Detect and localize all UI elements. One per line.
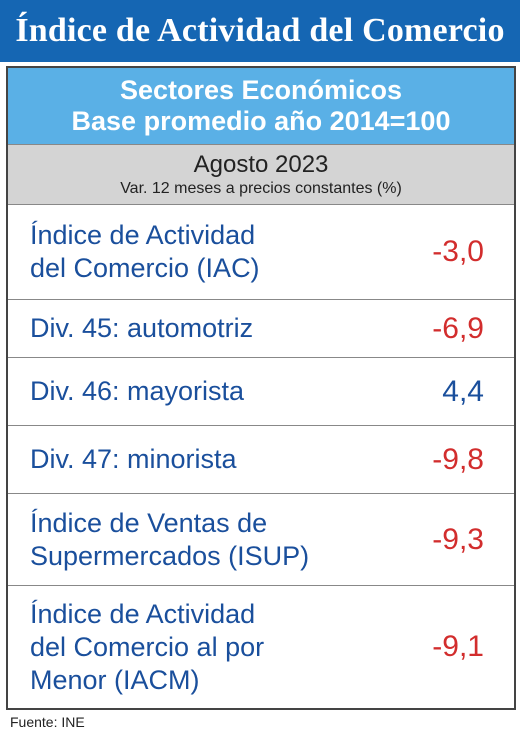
row-value: -3,0	[432, 235, 484, 268]
source-note: Fuente: INE	[10, 714, 85, 730]
indicator-table: Sectores Económicos Base promedio año 20…	[6, 66, 516, 710]
row-value: 4,4	[442, 374, 484, 408]
row-label: Div. 45: automotriz	[30, 312, 253, 345]
row-label-line: Div. 45: automotriz	[30, 313, 254, 343]
row-label-line: Índice de Ventas de	[30, 507, 268, 538]
row-label: Div. 46: mayorista	[30, 375, 244, 408]
table-row: Div. 46: mayorista 4,4	[8, 358, 514, 426]
row-label-line: del Comercio al por	[30, 631, 265, 662]
row-label-line: Menor (IACM)	[30, 664, 200, 695]
table-subheader: Sectores Económicos Base promedio año 20…	[8, 68, 514, 145]
row-label-line: Supermercados (ISUP)	[30, 540, 310, 571]
row-label-line: Div. 46: mayorista	[30, 376, 245, 406]
subheader-line-1: Sectores Económicos	[119, 75, 403, 105]
table-row: Índice de Actividad del Comercio al por …	[8, 586, 514, 708]
row-value: -9,8	[432, 442, 484, 476]
page-title: Índice de Actividad del Comercio	[15, 12, 505, 49]
table-row: Div. 47: minorista -9,8	[8, 426, 514, 494]
row-label-line: del Comercio (IAC)	[30, 253, 260, 283]
row-label-line: Índice de Actividad	[30, 598, 256, 629]
period-note: Var. 12 meses a precios constantes (%)	[120, 179, 402, 197]
row-label: Div. 47: minorista	[30, 443, 237, 476]
row-value: -9,3	[432, 522, 484, 556]
row-value: -6,9	[432, 311, 484, 345]
row-label: Índice de Actividad del Comercio al por …	[30, 598, 264, 697]
period-header: Agosto 2023 Var. 12 meses a precios cons…	[8, 145, 514, 205]
row-label-line: Div. 47: minorista	[30, 444, 237, 474]
subheader-line-2: Base promedio año 2014=100	[71, 106, 451, 136]
period-month: Agosto 2023	[193, 150, 329, 178]
table-row: Índice de Actividad del Comercio (IAC) -…	[8, 205, 514, 300]
indicator-rows: Índice de Actividad del Comercio (IAC) -…	[8, 205, 514, 708]
title-bar: Índice de Actividad del Comercio	[0, 0, 520, 62]
row-label-line: Índice de Actividad	[30, 220, 256, 250]
row-label: Índice de Actividad del Comercio (IAC)	[30, 219, 260, 285]
row-label: Índice de Ventas de Supermercados (ISUP)	[30, 507, 309, 573]
row-value: -9,1	[432, 630, 484, 663]
table-row: Div. 45: automotriz -6,9	[8, 300, 514, 358]
table-row: Índice de Ventas de Supermercados (ISUP)…	[8, 494, 514, 586]
